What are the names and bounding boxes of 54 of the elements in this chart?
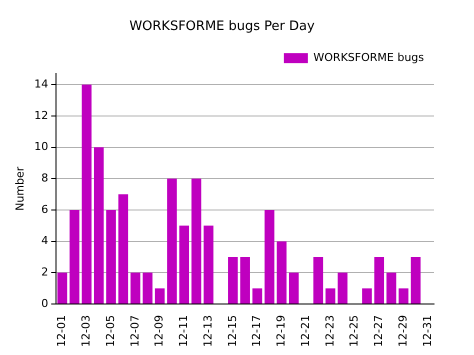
bar — [70, 210, 80, 304]
x-tick-label: 12-15 — [226, 315, 239, 348]
bar — [313, 257, 324, 304]
x-tick-label: 12-31 — [420, 315, 434, 348]
chart-title: WORKSFORME bugs Per Day — [129, 19, 315, 34]
bar — [94, 147, 104, 304]
x-tick-label: 12-25 — [348, 315, 361, 348]
y-axis-title: Number — [13, 166, 26, 211]
x-tick-label: 12-11 — [177, 315, 190, 348]
bar — [362, 288, 372, 304]
bar — [204, 226, 214, 304]
bar — [130, 272, 140, 304]
bar — [240, 257, 250, 304]
y-tick-label: 8 — [41, 171, 48, 184]
y-tick-label: 10 — [34, 140, 48, 154]
bar — [82, 84, 92, 304]
x-tick-label: 12-01 — [55, 315, 68, 348]
bar — [191, 178, 202, 304]
bar — [338, 272, 348, 304]
bar — [106, 210, 116, 304]
x-tick-label: 12-19 — [274, 315, 288, 348]
bar — [167, 178, 177, 304]
bar — [374, 257, 384, 304]
bar — [252, 288, 262, 304]
y-tick-label: 4 — [41, 234, 48, 248]
x-tick-label: 12-29 — [396, 315, 410, 348]
bar — [179, 226, 190, 304]
bar — [386, 272, 396, 304]
bar — [276, 241, 287, 304]
bar — [326, 288, 336, 304]
x-tick-label: 12-27 — [372, 315, 386, 348]
bar — [264, 210, 274, 304]
y-tick-label: 0 — [41, 296, 48, 310]
x-tick-label: 12-13 — [201, 315, 214, 348]
bar — [118, 194, 128, 304]
y-tick-label: 14 — [34, 77, 48, 90]
bar — [288, 272, 299, 304]
x-tick-label: 12-17 — [250, 315, 264, 348]
bar — [57, 272, 68, 304]
legend-label: WORKSFORME bugs — [313, 50, 424, 64]
y-tick-label: 6 — [41, 202, 48, 216]
y-tick-label: 12 — [34, 108, 48, 122]
x-tick-label: 12-05 — [104, 315, 117, 348]
x-tick-label: 12-23 — [323, 315, 336, 348]
x-tick-label: 12-03 — [80, 315, 93, 348]
x-tick-label: 12-07 — [128, 315, 142, 348]
bar — [398, 288, 408, 304]
bar — [228, 257, 238, 304]
y-tick-label: 2 — [41, 266, 48, 279]
x-tick-label: 12-21 — [298, 315, 312, 348]
bar — [142, 272, 152, 304]
bar — [154, 288, 165, 304]
x-tick-label: 12-09 — [152, 315, 166, 348]
bar — [410, 257, 421, 304]
